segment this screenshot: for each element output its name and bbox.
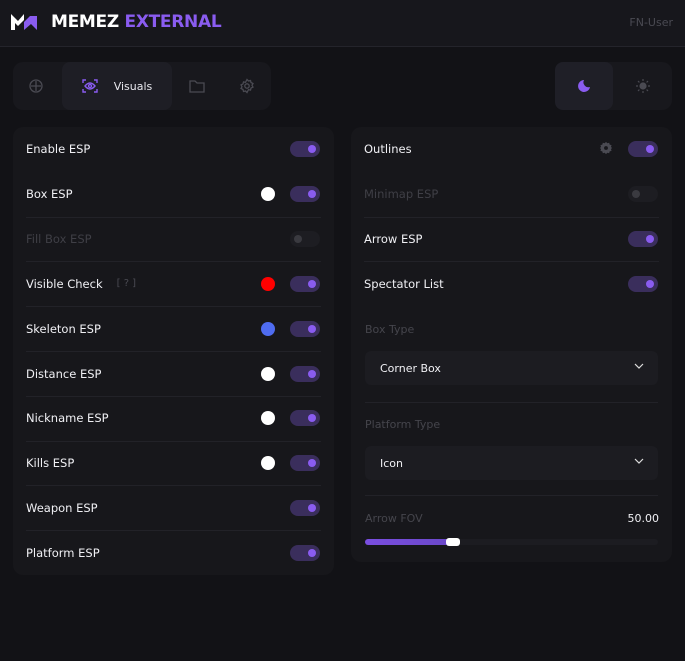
slider-handle[interactable] [445, 538, 460, 546]
toggle-switch[interactable] [290, 320, 320, 337]
setting-label: Minimap ESP [364, 186, 439, 201]
setting-row: Enable ESP [26, 127, 321, 171]
setting-row: Arrow ESP [364, 216, 659, 261]
box-type-label: Box Type [365, 323, 415, 336]
toggle-switch[interactable] [290, 544, 320, 561]
setting-row: Weapon ESP [26, 485, 321, 529]
setting-row: Distance ESP [26, 351, 321, 395]
setting-row: Platform ESP [26, 530, 321, 574]
crosshair-icon [29, 79, 43, 93]
divider [365, 402, 658, 403]
esp-panel-left: Enable ESP Box ESP Fill Box ESP Visible Che… [13, 127, 334, 575]
setting-label: Skeleton ESP [26, 321, 101, 336]
setting-row: Outlines [364, 127, 659, 171]
box-type-dropdown[interactable]: Corner Box [365, 351, 658, 385]
color-picker[interactable] [261, 276, 275, 291]
setting-row: Box ESP [26, 172, 321, 216]
chevron-down-icon [634, 458, 644, 464]
setting-label: Spectator List [364, 276, 444, 291]
setting-label: Kills ESP [26, 456, 75, 471]
esp-panel-right: Box Type Corner Box Platform Type Icon A… [351, 127, 672, 562]
toggle-switch[interactable] [290, 275, 320, 292]
moon-icon [578, 80, 590, 92]
color-picker[interactable] [261, 321, 275, 336]
toggle-switch[interactable] [290, 141, 320, 157]
slider-fill [365, 539, 453, 545]
setting-row: Skeleton ESP [26, 306, 321, 350]
setting-label: Weapon ESP [26, 500, 98, 515]
toggle-switch[interactable] [290, 455, 320, 472]
tab-configs[interactable] [173, 62, 221, 110]
divider [365, 495, 658, 496]
setting-label: Visible Check [26, 276, 103, 291]
memez-logo [11, 14, 37, 30]
color-picker[interactable] [261, 186, 275, 201]
color-picker[interactable] [261, 411, 275, 426]
username: FN-User [629, 16, 673, 29]
toggle-switch[interactable] [290, 499, 320, 516]
setting-label: Nickname ESP [26, 411, 109, 426]
eye-scan-icon [82, 79, 98, 93]
platform-type-label: Platform Type [365, 418, 441, 431]
toggle-switch[interactable] [628, 141, 658, 157]
theme-switcher [555, 62, 672, 110]
toggle-switch[interactable] [628, 275, 658, 292]
help-hint[interactable]: [ ? ] [116, 278, 137, 290]
platform-type-dropdown[interactable]: Icon [365, 446, 658, 480]
toggle-switch[interactable] [290, 185, 320, 202]
setting-row: Minimap ESP [364, 172, 659, 216]
gear-icon [240, 78, 254, 94]
toggle-switch[interactable] [628, 231, 658, 248]
setting-label: Enable ESP [26, 142, 91, 156]
dark-theme-button[interactable] [555, 62, 613, 110]
setting-label: Arrow ESP [364, 232, 423, 247]
color-picker[interactable] [261, 456, 275, 471]
setting-label: Fill Box ESP [26, 232, 92, 247]
setting-row: Kills ESP [26, 440, 321, 485]
setting-label: Distance ESP [26, 366, 102, 381]
toggle-switch[interactable] [290, 231, 320, 248]
tab-aimbot[interactable] [13, 62, 59, 110]
light-theme-button[interactable] [614, 62, 672, 110]
setting-row: Fill Box ESP [26, 216, 321, 261]
chevron-down-icon [634, 363, 644, 369]
setting-label: Platform ESP [26, 545, 100, 560]
toggle-switch[interactable] [290, 410, 320, 427]
sun-icon [636, 79, 650, 93]
tab-visuals[interactable]: Visuals [62, 62, 172, 110]
setting-row: Nickname ESP [26, 395, 321, 440]
gear-icon[interactable] [599, 140, 613, 159]
header: MEMEZ EXTERNAL FN-User [0, 0, 685, 47]
setting-row: Visible Check [ ? ] [26, 261, 321, 305]
arrow-fov-label: Arrow FOV [365, 512, 423, 525]
toggle-switch[interactable] [290, 365, 320, 382]
folder-icon [189, 80, 205, 93]
setting-label: Box ESP [26, 186, 73, 201]
setting-label: Outlines [364, 142, 412, 156]
color-picker[interactable] [261, 366, 275, 381]
toggle-switch[interactable] [628, 185, 658, 202]
tab-bar: Visuals [13, 62, 271, 110]
arrow-fov-slider[interactable] [365, 538, 658, 546]
arrow-fov-value: 50.00 [627, 512, 660, 525]
tab-settings[interactable] [223, 62, 271, 110]
app-title: MEMEZ EXTERNAL [51, 12, 222, 32]
setting-row: Spectator List [364, 261, 659, 305]
